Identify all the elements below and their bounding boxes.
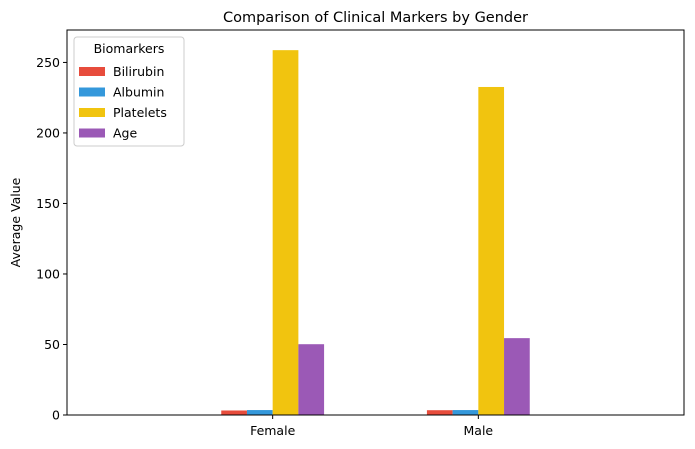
x-tick-label: Female (250, 423, 296, 438)
y-tick-label: 100 (36, 266, 60, 281)
legend-swatch-platelets (79, 108, 105, 117)
y-tick-label: 150 (36, 196, 60, 211)
legend-swatch-bilirubin (79, 67, 105, 76)
y-tick-label: 0 (52, 408, 60, 423)
y-tick-label: 200 (36, 125, 60, 140)
legend-title: Biomarkers (94, 41, 165, 56)
y-axis: 0 50 100 150 200 250 (36, 55, 67, 423)
legend-swatch-albumin (79, 87, 105, 97)
legend-label-age: Age (113, 126, 137, 141)
bar-age-male (504, 338, 530, 415)
bar-age-female (298, 344, 325, 415)
x-axis: Female Male (250, 415, 493, 438)
legend-swatch-age (79, 128, 105, 138)
legend: Biomarkers Bilirubin Albumin Platelets Age (73, 36, 185, 147)
x-tick-label: Male (464, 423, 494, 438)
legend-frame (73, 36, 185, 147)
bars-group (221, 50, 530, 416)
legend-label-albumin: Albumin (113, 85, 164, 100)
y-axis-title: Average Value (8, 177, 23, 267)
bar-albumin-male (452, 410, 479, 415)
bar-albumin-female (246, 410, 273, 415)
bar-platelets-female (272, 50, 299, 416)
legend-label-platelets: Platelets (113, 105, 167, 120)
legend-label-bilirubin: Bilirubin (113, 64, 164, 79)
bar-platelets-male (478, 86, 505, 415)
bar-bilirubin-female (221, 410, 247, 415)
bar-bilirubin-male (426, 410, 453, 415)
plot-frame (66, 29, 685, 416)
y-tick-label: 250 (36, 55, 60, 70)
y-tick-label: 50 (44, 337, 60, 352)
legend-items: Bilirubin Albumin Platelets Age (79, 64, 167, 141)
chart-title: Comparison of Clinical Markers by Gender (223, 10, 528, 26)
